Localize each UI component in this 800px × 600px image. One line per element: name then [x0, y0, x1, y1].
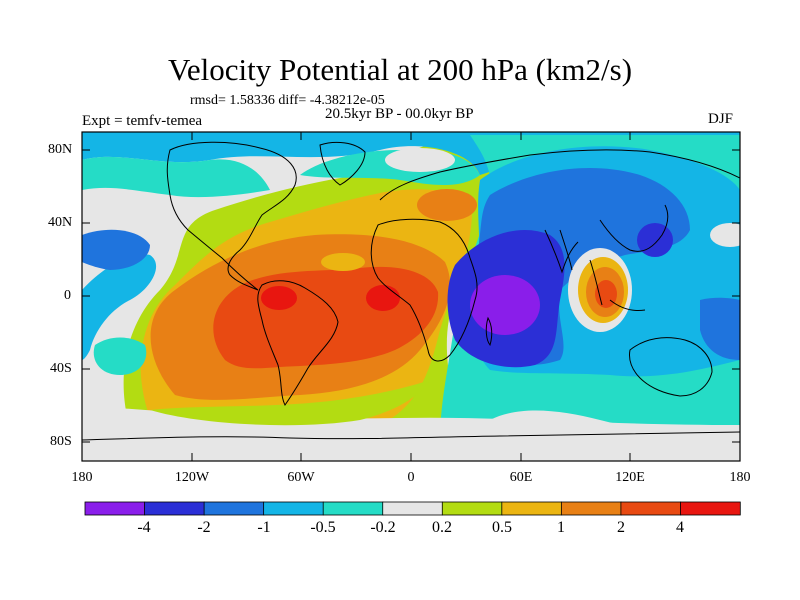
lon-label-180e: 180 — [729, 470, 751, 485]
colorbar-label: -2 — [197, 519, 211, 536]
contour-negative-south-pacific — [82, 254, 157, 360]
contour-neutral-greenland — [385, 148, 455, 172]
colorbar-swatch — [441, 501, 503, 516]
contour-neutral-far-east — [710, 223, 740, 247]
period-label: 20.5kyr BP - 00.0kyr BP — [325, 106, 474, 122]
contour-positive-0.5-small — [321, 253, 365, 271]
colorbar-label: -4 — [137, 519, 151, 536]
lon-label-120w: 120W — [174, 470, 210, 485]
lat-label-80s: 80S — [50, 434, 72, 449]
rmsd-diff-stats: rmsd= 1.58336 diff= -4.38212e-05 — [190, 93, 385, 108]
lat-label-40n: 40N — [48, 215, 73, 230]
contour-negative-far-east — [700, 297, 740, 360]
experiment-label: Expt = temfv-temea — [82, 113, 203, 129]
colorbar-swatch — [680, 501, 741, 516]
contour-positive-2-ring — [595, 280, 617, 308]
contour-negative-west-pacific — [82, 229, 150, 270]
colorbar-label: -0.2 — [370, 519, 396, 536]
colorbar-label: 0.5 — [492, 519, 512, 536]
contour-positive-africa-north — [417, 189, 477, 221]
contour-negative-southwest — [93, 337, 147, 375]
colorbar-swatch — [501, 501, 563, 516]
colorbar-label: 2 — [617, 519, 625, 536]
colorbar-swatch — [322, 501, 384, 516]
lon-tick-marks — [81, 132, 741, 461]
lon-label-60e: 60E — [509, 470, 533, 485]
colorbar — [84, 501, 741, 516]
lat-tick-marks — [82, 149, 740, 443]
colorbar-swatch — [144, 501, 205, 516]
contour-positive-4-east — [366, 285, 400, 311]
colorbar-swatch — [203, 501, 265, 516]
contour-positive-4-west — [261, 286, 297, 310]
lat-label-0: 0 — [64, 288, 71, 303]
contour-positive-south-yellow — [150, 380, 430, 426]
colorbar-swatch — [382, 501, 443, 516]
colorbar-swatch — [84, 501, 146, 516]
lat-label-80n: 80N — [48, 142, 73, 157]
lon-label-60w: 60W — [287, 470, 315, 485]
lon-label-120e: 120E — [615, 470, 645, 485]
colorbar-swatch — [620, 501, 682, 516]
colorbar-label: 4 — [676, 519, 684, 536]
colorbar-swatch — [263, 501, 324, 516]
contour-field — [82, 132, 740, 461]
season-label: DJF — [708, 111, 734, 127]
lon-label-0: 0 — [407, 470, 415, 485]
colorbar-label: 1 — [557, 519, 565, 536]
lon-label-180w: 180 — [71, 470, 93, 485]
colorbar-swatch — [560, 501, 622, 516]
contour-negative-2-pacific — [637, 223, 673, 257]
contour-negative-4-east — [470, 275, 540, 335]
contour-negative-north-cyan — [82, 156, 270, 198]
colorbar-label: 0.2 — [432, 519, 452, 536]
lat-label-40s: 40S — [50, 361, 72, 376]
coastlines — [82, 141, 740, 441]
colorbar-label: -1 — [257, 519, 271, 536]
colorbar-label: -0.5 — [310, 519, 336, 536]
plot-title: Velocity Potential at 200 hPa (km2/s) — [167, 52, 633, 87]
